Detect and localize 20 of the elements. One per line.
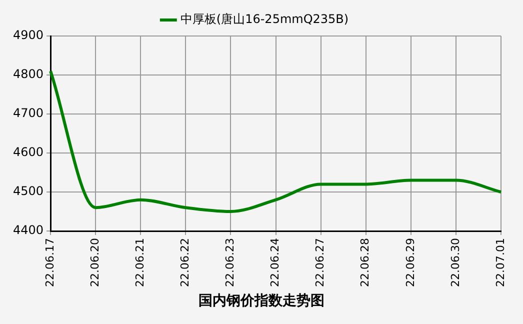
x-tick-label: 22.06.20 <box>88 238 102 287</box>
y-tick-label: 4900 <box>12 28 44 42</box>
x-tick-label: 22.06.24 <box>268 238 282 287</box>
x-tick-label: 22.06.30 <box>448 238 462 287</box>
y-tick-label: 4500 <box>12 184 44 198</box>
y-tick-label: 4700 <box>12 106 44 120</box>
text: 国内钢价指数走势图 <box>198 292 326 310</box>
y-tick-label: 4600 <box>12 145 44 160</box>
y-tick-label: 4400 <box>12 223 44 238</box>
x-tick-label: 22.07.01 <box>494 238 507 287</box>
legend-label: 中厚板(唐山16-25mmQ235B) <box>180 12 349 26</box>
x-tick-label: 22.06.29 <box>404 238 417 287</box>
x-tick-label: 22.06.17 <box>43 238 56 287</box>
x-tick-label: 22.06.21 <box>133 238 146 287</box>
line-series <box>49 70 502 214</box>
x-tick-label: 22.06.22 <box>178 238 192 287</box>
x-tick-label: 22.06.27 <box>314 238 327 287</box>
x-tick-label: 22.06.23 <box>224 238 237 287</box>
x-tick-label: 22.06.28 <box>358 238 372 287</box>
y-tick-label: 4800 <box>12 67 44 82</box>
